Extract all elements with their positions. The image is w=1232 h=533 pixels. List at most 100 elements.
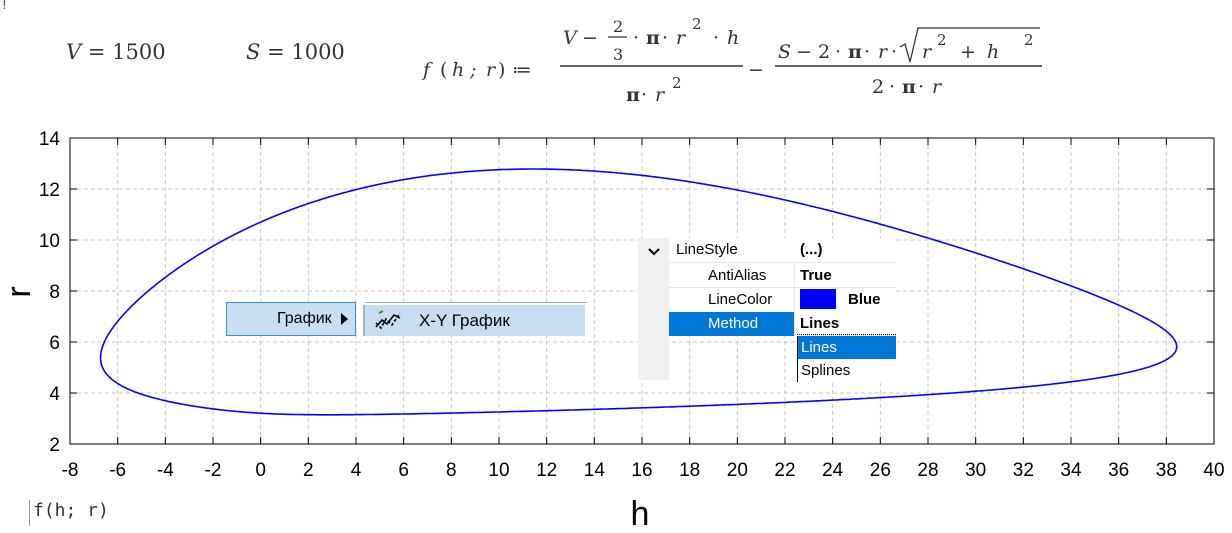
svg-text:r: r <box>486 59 497 81</box>
svg-text:2: 2 <box>613 17 623 36</box>
assign-operator: ≔ <box>512 59 532 81</box>
x-axis-title[interactable]: h <box>631 495 650 533</box>
svg-text:h: h <box>727 27 739 49</box>
svg-text:2: 2 <box>672 74 682 92</box>
context-menu: График X-Y График <box>226 302 587 338</box>
y-tick-label: 12 <box>39 180 60 201</box>
x-tick-label: 34 <box>1060 460 1082 481</box>
menu-item-xy-graph-label: X-Y График <box>419 311 510 330</box>
property-row-linestyle[interactable]: LineStyle (...) <box>676 238 896 262</box>
svg-text:·: · <box>633 27 639 49</box>
x-tick-label: 26 <box>870 460 891 481</box>
y-tick-label: 6 <box>49 333 60 354</box>
worksheet-top-mark: ! <box>2 0 7 12</box>
svg-text:·: · <box>889 76 895 98</box>
svg-text:2: 2 <box>872 76 884 98</box>
property-name-linecolor: LineColor <box>708 291 773 308</box>
definition-s[interactable]: S = 1000 <box>246 40 345 64</box>
svg-text:π: π <box>902 76 916 98</box>
svg-text:·: · <box>864 41 870 63</box>
property-value-linestyle: (...) <box>800 241 823 258</box>
svg-text:3: 3 <box>613 45 623 64</box>
svg-text:2: 2 <box>692 15 702 33</box>
plot-expression-label[interactable]: f(h; r) <box>29 500 109 526</box>
y-tick-label: 14 <box>39 129 61 150</box>
property-name-method: Method <box>708 315 759 332</box>
svg-text:(: ( <box>440 59 447 81</box>
svg-text:−: − <box>748 59 764 81</box>
svg-text:−: − <box>796 41 812 63</box>
x-tick-label: 14 <box>584 460 606 481</box>
svg-text:r: r <box>655 84 666 106</box>
y-tick-label: 10 <box>39 231 60 252</box>
svg-text:·: · <box>891 41 897 63</box>
x-tick-label: 38 <box>1156 460 1177 481</box>
svg-text:r: r <box>922 41 933 63</box>
xy-plot-icon <box>373 309 403 338</box>
x-tick-label: -2 <box>205 460 222 481</box>
y-tick-label: 4 <box>49 384 60 405</box>
property-row-method-selected <box>669 312 795 336</box>
property-value-linecolor: Blue <box>848 291 881 308</box>
color-swatch <box>800 289 836 309</box>
svg-text:π: π <box>848 41 862 63</box>
svg-text:h: h <box>987 41 999 63</box>
x-tick-label: 2 <box>303 460 314 481</box>
x-tick-label: 24 <box>822 460 844 481</box>
svg-text:V: V <box>563 27 579 49</box>
plot-grid <box>70 138 1214 444</box>
property-row-linecolor[interactable]: LineColor Blue <box>638 288 896 312</box>
svg-text:2: 2 <box>937 31 947 49</box>
property-name-linestyle: LineStyle <box>676 241 738 258</box>
property-value-method: Lines <box>800 315 840 332</box>
x-tick-label: -8 <box>62 460 79 481</box>
menu-item-xy-graph[interactable]: X-Y График <box>363 302 587 338</box>
axis-ticks <box>69 137 1215 445</box>
method-dropdown: Lines Splines <box>797 336 897 382</box>
x-tick-label: 16 <box>631 460 652 481</box>
chevron-down-icon[interactable] <box>647 244 661 261</box>
definition-s-value: 1000 <box>291 40 345 64</box>
svg-text:·: · <box>918 76 924 98</box>
svg-text:): ) <box>498 59 505 81</box>
submenu-arrow-icon <box>341 313 348 325</box>
property-value-antialias: True <box>800 267 832 284</box>
svg-text:·: · <box>662 27 668 49</box>
definition-v-name: V <box>66 40 82 64</box>
x-tick-label: 22 <box>774 460 795 481</box>
svg-text:r: r <box>676 27 687 49</box>
x-tick-label: 20 <box>727 460 748 481</box>
sqrt-sign <box>899 27 1040 63</box>
x-tick-label: 30 <box>965 460 986 481</box>
y-tick-label: 2 <box>49 435 60 456</box>
x-tick-label: 18 <box>679 460 700 481</box>
svg-text:·: · <box>641 84 647 106</box>
svg-text:−: − <box>582 27 598 49</box>
x-tick-label: 8 <box>446 460 457 481</box>
property-row-antialias[interactable]: AntiAlias True <box>638 264 896 288</box>
menu-item-graph[interactable]: График <box>226 302 356 336</box>
x-tick-label: 36 <box>1108 460 1129 481</box>
svg-text:h: h <box>452 59 464 81</box>
svg-text:·: · <box>835 41 841 63</box>
x-tick-label: -4 <box>157 460 174 481</box>
property-row-method[interactable]: Method Lines <box>638 312 896 336</box>
x-tick-label: -6 <box>109 460 126 481</box>
x-tick-label: 40 <box>1203 460 1224 481</box>
x-tick-label: 6 <box>398 460 409 481</box>
property-grid: LineStyle (...) AntiAlias True LineColor… <box>638 238 897 382</box>
dropdown-option-lines[interactable]: Lines <box>798 336 896 359</box>
svg-text:π: π <box>626 84 640 106</box>
x-tick-label: 32 <box>1013 460 1034 481</box>
property-name-antialias: AntiAlias <box>708 267 767 284</box>
menu-item-graph-label: График <box>277 310 332 327</box>
definition-v[interactable]: V = 1500 <box>66 40 166 64</box>
function-definition[interactable]: f ( h ; r ) ≔ V − 2 3 · π · r 2 · h π · … <box>0 0 1232 110</box>
contour-curve[interactable] <box>99 168 1178 416</box>
property-grid-gutter <box>638 238 669 380</box>
dropdown-option-splines[interactable]: Splines <box>801 362 851 379</box>
svg-text:2: 2 <box>818 41 830 63</box>
svg-text:r: r <box>932 76 943 98</box>
y-axis-title[interactable]: r <box>0 286 38 297</box>
